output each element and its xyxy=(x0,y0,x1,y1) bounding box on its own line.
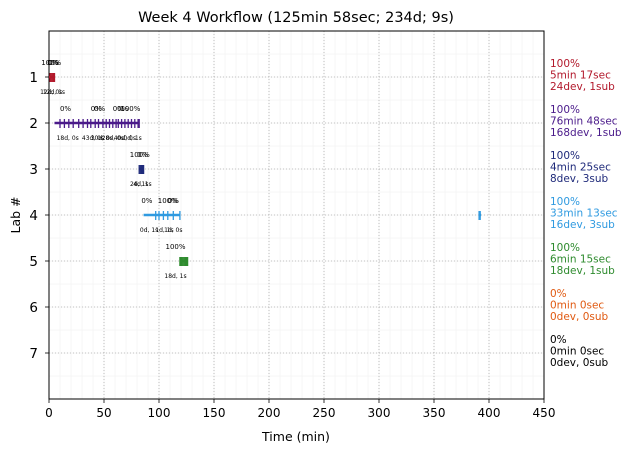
event-percent-label: 100% xyxy=(120,105,140,113)
summary-line: 0% xyxy=(550,334,567,346)
event-percent-label: 0% xyxy=(94,105,105,113)
y-axis-label: Lab # xyxy=(8,196,23,233)
summary-line: 76min 48sec xyxy=(550,116,618,128)
event-detail-label: 28d, 0s xyxy=(102,135,124,142)
summary-line: 16dev, 3sub xyxy=(550,219,615,231)
summary-line: 100% xyxy=(550,104,580,116)
event-percent-label: 0% xyxy=(91,105,102,113)
event-percent-label: 100% xyxy=(130,151,150,159)
event-detail-label: 2d, 1s xyxy=(130,181,148,188)
event-detail-label: 0d, 1s xyxy=(123,135,141,142)
event-percent-label: 0% xyxy=(137,151,148,159)
event-percent-label: 0% xyxy=(141,197,152,205)
chart-title: Week 4 Workflow (125min 58sec; 234d; 9s) xyxy=(138,10,454,26)
x-tick-label: 150 xyxy=(203,406,226,420)
event-percent-label: 0% xyxy=(168,197,179,205)
summary-line: 33min 13sec xyxy=(550,208,618,220)
y-tick-label: 7 xyxy=(29,346,38,362)
event-percent-label: 100% xyxy=(158,197,178,205)
x-axis-label: Time (min) xyxy=(261,429,330,444)
x-tick-label: 200 xyxy=(258,406,281,420)
x-tick-label: 250 xyxy=(313,406,336,420)
x-tick-label: 0 xyxy=(45,406,53,420)
y-tick-label: 6 xyxy=(29,300,38,316)
event-percent-label: 0% xyxy=(113,105,124,113)
grid-lines xyxy=(48,31,545,399)
x-tick-label: 50 xyxy=(96,406,111,420)
event-detail-label: 1d, 1s xyxy=(155,227,173,234)
x-tick-label: 100 xyxy=(148,406,171,420)
x-tick-label: 450 xyxy=(533,406,556,420)
event-percent-label: 0% xyxy=(48,59,59,67)
x-tick-label: 350 xyxy=(423,406,446,420)
event-detail-label: 12d, 1s xyxy=(43,89,65,96)
summary-line: 0% xyxy=(550,288,567,300)
summary-line: 100% xyxy=(550,150,580,162)
lab-5-timeline: 100% 18d, 1s xyxy=(164,243,189,280)
summary-line: 0min 0sec xyxy=(550,346,604,358)
summary-line: 24dev, 1sub xyxy=(550,81,615,93)
event-detail-label: 12d, 0s xyxy=(40,89,62,96)
y-tick-label: 3 xyxy=(29,162,38,178)
event-detail-label: 40d, 0s xyxy=(114,135,136,142)
summary-line: 0min 0sec xyxy=(550,300,604,312)
event-detail-label: 1d, 0s xyxy=(164,227,182,234)
summary-line: 4min 25sec xyxy=(550,162,611,174)
y-tick-label: 2 xyxy=(29,116,38,132)
event-detail-label: 30d, 0s xyxy=(91,135,113,142)
summary-line: 6min 15sec xyxy=(550,254,611,266)
summary-line: 168dev, 1sub xyxy=(550,127,622,139)
y-tick-label: 5 xyxy=(29,254,38,270)
event-detail-label: 18d, 1s xyxy=(164,273,186,280)
summary-line: 8dev, 3sub xyxy=(550,173,609,185)
event-detail-label: 18d, 0s xyxy=(57,135,79,142)
event-percent-label: 0% xyxy=(47,59,58,67)
x-tick-label: 400 xyxy=(478,406,501,420)
event-detail-label: 4d, 1s xyxy=(133,181,151,188)
summary-line: 100% xyxy=(550,242,580,254)
x-tick-label: 300 xyxy=(368,406,391,420)
event-percent-label: 0% xyxy=(60,105,71,113)
summary-line: 5min 17sec xyxy=(550,70,611,82)
summary-line: 0dev, 0sub xyxy=(550,357,609,369)
y-tick-label: 4 xyxy=(29,208,38,224)
y-tick-label: 1 xyxy=(29,70,38,86)
summary-line: 100% xyxy=(550,58,580,70)
x-axis: 0 50 100 150 200 250 300 350 400 450 xyxy=(45,399,555,420)
summary-line: 100% xyxy=(550,196,580,208)
summary-line: 0dev, 0sub xyxy=(550,311,609,323)
event-percent-label: 100% xyxy=(41,59,61,67)
summary-line: 18dev, 1sub xyxy=(550,265,615,277)
event-percent-label: 100% xyxy=(165,243,185,251)
event-detail-label: 0d, 1s xyxy=(140,227,158,234)
event-detail-label: 43d, 0s xyxy=(82,135,104,142)
event-percent-label: 0% xyxy=(117,105,128,113)
y-axis: 1 2 3 4 5 6 7 xyxy=(29,70,49,362)
